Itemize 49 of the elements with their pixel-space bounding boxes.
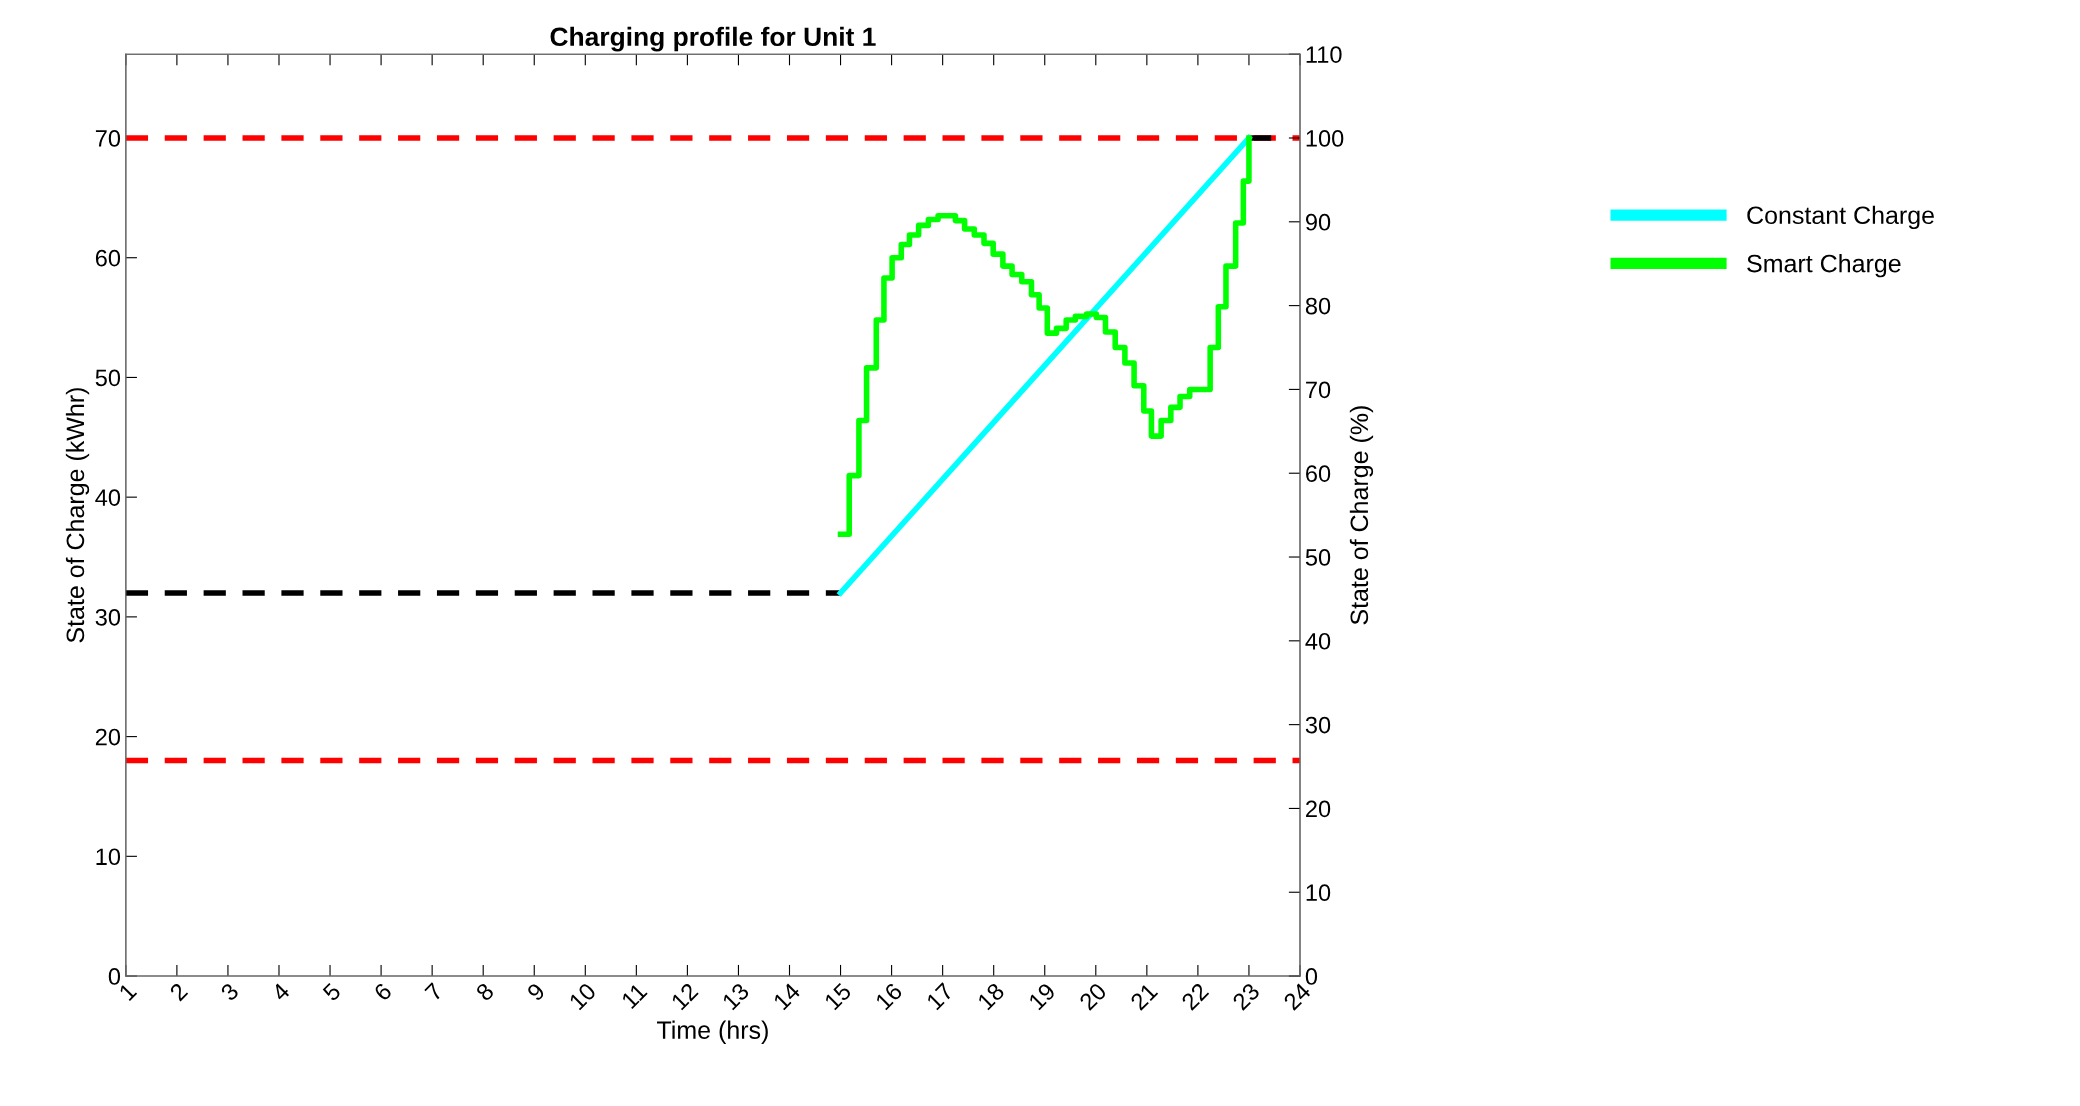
y-tick-label: 0: [108, 968, 121, 985]
legend-label: Constant Charge: [1747, 205, 1934, 230]
x-tick-label: 1: [118, 982, 138, 1002]
x-tick-label: 22: [1180, 982, 1210, 1011]
x-tick-label: 13: [721, 982, 750, 1011]
x-tick-label: 21: [1129, 982, 1159, 1011]
x-tick-label: 20: [1078, 982, 1108, 1011]
x-tick-label: 3: [219, 982, 240, 1002]
x-tick-label: 17: [925, 982, 954, 1011]
y2-tick-label: 60: [1306, 465, 1331, 482]
x-tick-label: 19: [1027, 982, 1057, 1011]
y2-tick-label: 50: [1305, 549, 1331, 566]
x-axis-title: Time (hrs): [657, 1020, 768, 1044]
y2-axis-title: State of Charge (%): [1349, 406, 1374, 625]
x-tick-label: 7: [424, 982, 444, 1002]
y2-tick-label: 90: [1305, 213, 1331, 231]
y-tick-label: 50: [95, 369, 121, 387]
y-tick-label: 20: [95, 728, 121, 746]
y2-tick-label: 100: [1306, 130, 1344, 147]
x-tick-label: 11: [620, 982, 648, 1010]
chart-title: Charging profile for Unit 1: [550, 26, 876, 52]
x-tick-label: 14: [772, 982, 802, 1011]
x-tick-label: 12: [670, 982, 699, 1011]
y-tick-label: 70: [95, 130, 121, 147]
x-tick-label: 2: [168, 982, 189, 1002]
x-tick-label: 6: [373, 982, 393, 1002]
x-tick-label: 8: [475, 982, 495, 1002]
x-tick-label: 9: [526, 982, 546, 1002]
x-tick-label: 18: [976, 982, 1006, 1011]
x-tick-label: 23: [1231, 982, 1261, 1011]
y-tick-label: 10: [96, 848, 121, 866]
y2-tick-label: 10: [1306, 884, 1331, 902]
x-tick-label: 10: [568, 982, 597, 1011]
x-tick-label: 5: [322, 982, 342, 1002]
y2-tick-label: 20: [1306, 800, 1331, 818]
y-axis-title: State of Charge (kWhr): [65, 388, 90, 643]
x-tick-label: 16: [874, 982, 904, 1011]
x-tick-label: 15: [823, 982, 853, 1011]
y2-tick-label: 0: [1305, 968, 1318, 985]
y-tick-label: 60: [95, 249, 121, 267]
y2-tick-label: 30: [1305, 716, 1331, 734]
x-tick-label: 4: [270, 982, 291, 1002]
y2-tick-label: 70: [1306, 381, 1331, 399]
y2-tick-label: 110: [1306, 46, 1342, 63]
y2-tick-label: 40: [1305, 632, 1331, 650]
y-tick-label: 30: [95, 608, 121, 626]
y2-tick-label: 80: [1305, 297, 1331, 315]
legend-label: Smart Charge: [1747, 254, 1901, 278]
y-tick-label: 40: [95, 489, 121, 506]
